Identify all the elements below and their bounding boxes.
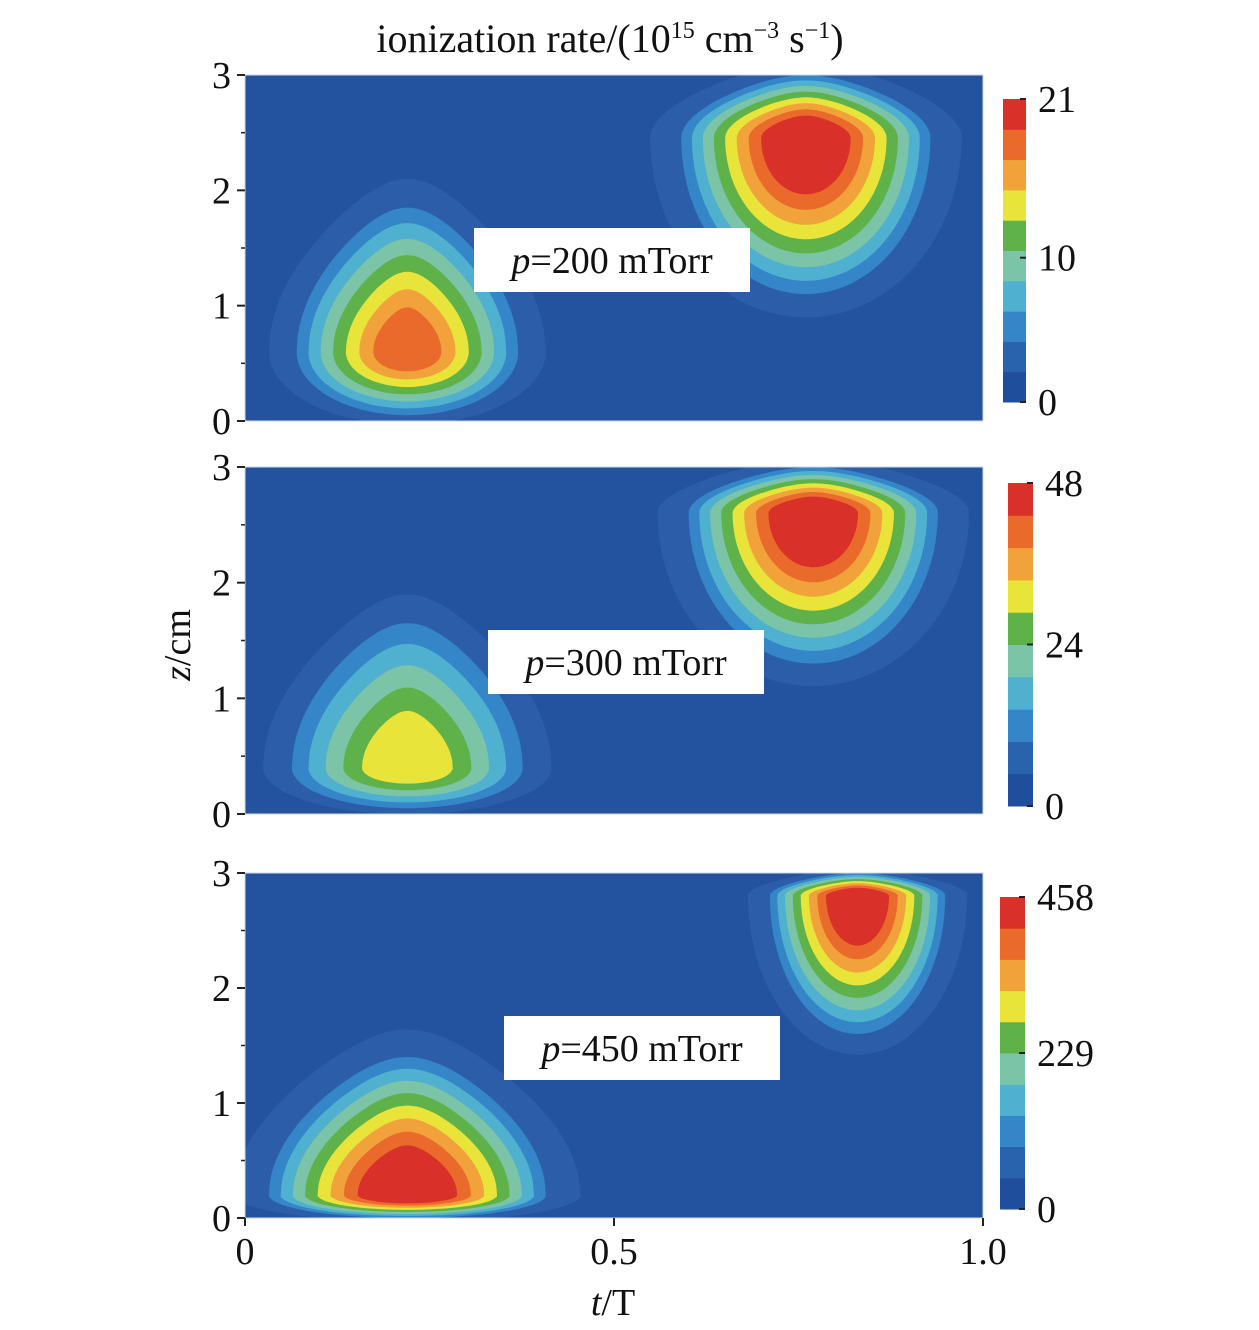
colorbar-segment xyxy=(1003,220,1026,251)
heatmap-panel-2: 0 1 2 3 p=300 mTorr 48 24 0 xyxy=(212,447,1083,836)
heatmap-panel-1: 0 1 2 3 p=200 mTorr 21 10 0 xyxy=(212,55,1076,443)
y-tick-label: 1 xyxy=(212,1083,231,1125)
y-tick-label: 2 xyxy=(212,968,231,1010)
colorbar: 458 229 0 xyxy=(1000,877,1094,1231)
colorbar-segment xyxy=(1003,250,1026,282)
x-tick-label: 1.0 xyxy=(959,1231,1007,1273)
colorbar-segment xyxy=(1008,579,1033,613)
contour-peak-2 xyxy=(747,873,968,1055)
figure-title: ionization rate/(1015 cm−3 s−1) xyxy=(376,16,843,61)
colorbar-tick-label: 0 xyxy=(1038,382,1057,424)
y-tick-label: 1 xyxy=(212,678,231,720)
colorbar-segment xyxy=(1008,676,1033,710)
contour-peak-1 xyxy=(268,178,546,421)
colorbar-tick-label: 0 xyxy=(1037,1189,1056,1231)
x-tick-label: 0.5 xyxy=(590,1231,638,1273)
heatmap-panel-3: 0 1 2 3 0 0.5 1.0 p=450 mTorr 458 229 0 xyxy=(212,853,1094,1273)
y-tick-label: 0 xyxy=(212,1198,231,1240)
contour-peak-1 xyxy=(245,1029,581,1218)
pressure-label-box xyxy=(474,228,750,292)
contour-level xyxy=(835,890,880,932)
contour-peak-1 xyxy=(263,594,552,814)
y-tick-label: 2 xyxy=(212,563,231,605)
contour-level xyxy=(362,710,453,784)
colorbar-segment xyxy=(1000,1021,1025,1054)
colorbar-tick-label: 10 xyxy=(1038,238,1076,280)
pressure-label-box xyxy=(504,1016,780,1080)
colorbar-segment xyxy=(1003,280,1026,312)
x-axis-label: t/T xyxy=(591,1282,635,1324)
colorbar-segment xyxy=(1008,547,1033,581)
colorbar-segment xyxy=(1008,612,1033,645)
y-tick-label: 2 xyxy=(212,170,231,212)
colorbar-tick-label: 24 xyxy=(1045,625,1083,667)
colorbar-segment xyxy=(1003,189,1026,221)
contour-level xyxy=(774,122,838,179)
colorbar-segment xyxy=(1000,990,1025,1023)
colorbar-segment xyxy=(1003,99,1026,130)
y-tick-label: 3 xyxy=(212,447,231,489)
colorbar: 48 24 0 xyxy=(1008,463,1083,828)
colorbar-segment xyxy=(1008,741,1033,775)
colorbar-segment xyxy=(1003,341,1026,373)
colorbar-segment xyxy=(1008,515,1033,549)
colorbar-segment xyxy=(1003,129,1026,161)
pressure-label-box xyxy=(488,630,764,694)
colorbar-segment xyxy=(1003,371,1026,403)
colorbar: 21 10 0 xyxy=(1003,79,1076,424)
colorbar-segment xyxy=(1003,311,1026,342)
y-tick-label: 0 xyxy=(212,794,231,836)
colorbar-segment xyxy=(1003,159,1026,191)
contour-level xyxy=(373,307,442,372)
colorbar-tick-label: 48 xyxy=(1045,463,1083,505)
colorbar-segment xyxy=(1008,644,1033,678)
y-tick-label: 3 xyxy=(212,55,231,97)
contour-field xyxy=(263,467,969,814)
colorbar-segment xyxy=(1000,1177,1025,1210)
colorbar-segment xyxy=(1000,1084,1025,1116)
colorbar-tick-label: 21 xyxy=(1038,79,1076,121)
x-tick-label: 0 xyxy=(236,1231,255,1273)
colorbar-segment xyxy=(1000,1115,1025,1148)
y-tick-label: 0 xyxy=(212,401,231,443)
colorbar-segment xyxy=(1000,1146,1025,1179)
contour-level xyxy=(372,1159,443,1201)
colorbar-segment xyxy=(1008,483,1033,516)
colorbar-tick-label: 458 xyxy=(1037,877,1094,919)
colorbar-tick-label: 0 xyxy=(1045,786,1064,828)
colorbar-segment xyxy=(1000,928,1025,960)
colorbar-segment xyxy=(1008,709,1033,742)
colorbar-segment xyxy=(1000,959,1025,992)
pressure-label: p=200 mTorr xyxy=(508,240,713,282)
colorbar-segment xyxy=(1008,773,1033,807)
colorbar-segment xyxy=(1000,1053,1025,1085)
y-tick-label: 1 xyxy=(212,286,231,328)
y-tick-label: 3 xyxy=(212,853,231,895)
contour-level xyxy=(781,501,845,552)
contour-peak-2 xyxy=(657,467,969,687)
pressure-label: p=300 mTorr xyxy=(522,642,727,684)
contour-field xyxy=(245,873,968,1218)
pressure-label: p=450 mTorr xyxy=(538,1028,743,1070)
colorbar-tick-label: 229 xyxy=(1037,1033,1094,1075)
colorbar-segment xyxy=(1000,897,1025,929)
y-axis-label: z/cm xyxy=(157,609,199,682)
